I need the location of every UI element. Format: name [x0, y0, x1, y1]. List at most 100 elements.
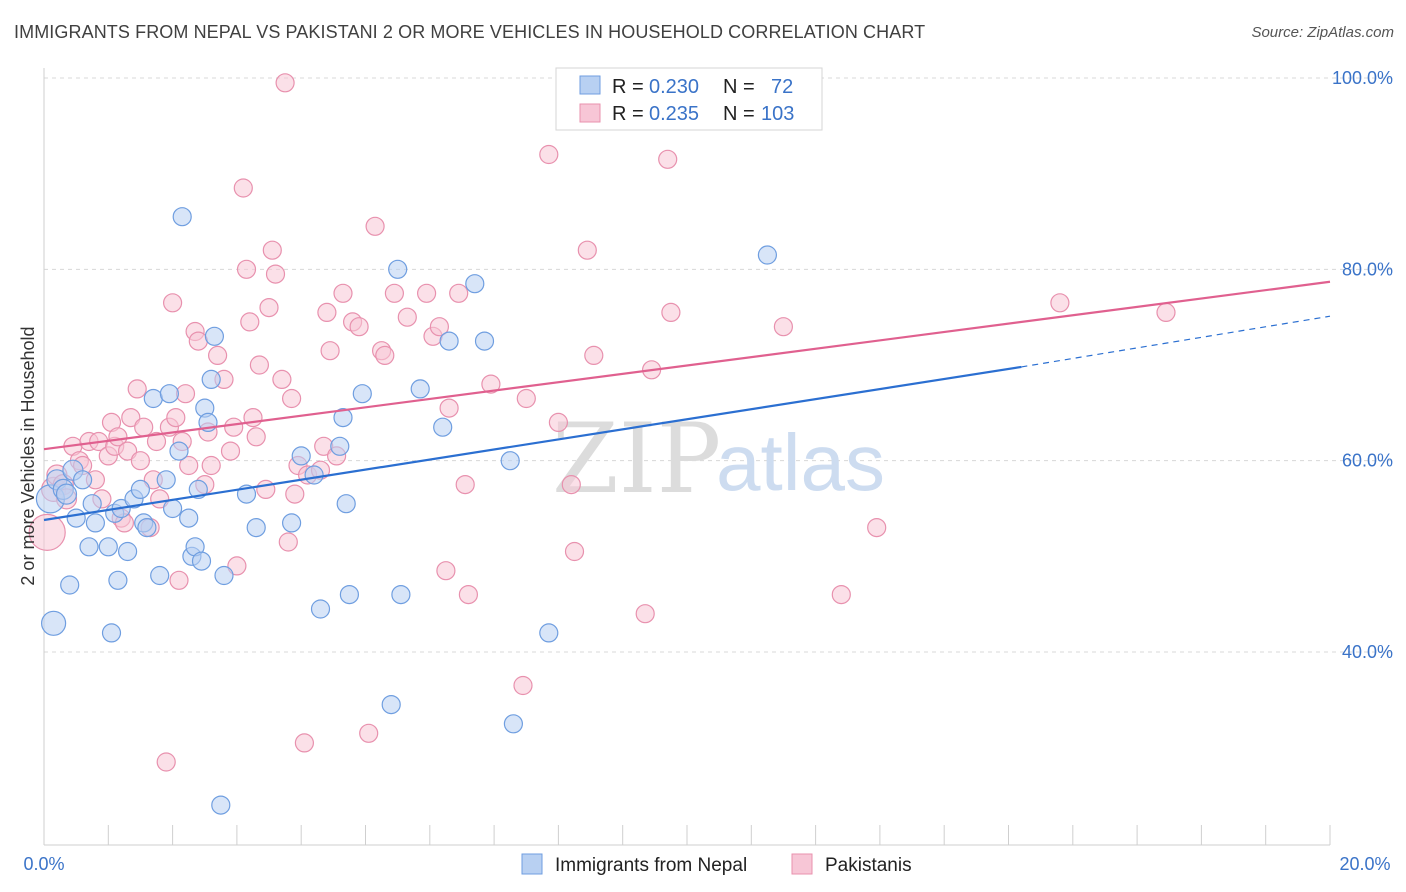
pakistani-point: [166, 408, 186, 428]
pakistani-point: [429, 317, 449, 337]
chart-source: Source: ZipAtlas.com: [1251, 24, 1394, 41]
nepal-point: [117, 541, 138, 562]
stats-n-label-nepal: N =: [723, 76, 755, 98]
nepal-point: [159, 384, 179, 404]
pakistani-point: [156, 752, 176, 772]
nepal-point: [291, 446, 311, 466]
pakistani-point: [436, 561, 456, 581]
pakistani-point: [548, 412, 569, 432]
pakistani-point: [455, 475, 475, 495]
pakistani-point: [1050, 293, 1070, 313]
nepal-point: [381, 694, 401, 715]
pakistani-point: [539, 144, 559, 165]
pakistani-point: [349, 317, 369, 337]
pakistani-point: [577, 240, 597, 260]
pakistani-point: [458, 584, 478, 605]
pakistani-point: [108, 427, 128, 447]
nepal-point: [179, 508, 199, 528]
pakistani-point: [134, 417, 154, 437]
watermark-atlas: atlas: [716, 418, 885, 507]
stats-swatch-pakistani: [579, 103, 601, 123]
stats-r-value-nepal: 0.230: [649, 76, 699, 98]
pakistani-point: [513, 675, 533, 696]
pakistani-point: [1156, 302, 1176, 322]
pakistani-point: [127, 379, 147, 399]
pakistani-point: [375, 345, 395, 365]
pakistani-point: [265, 264, 286, 284]
nepal-point: [310, 599, 331, 619]
nepal-point: [246, 517, 266, 538]
points-layer: [28, 68, 1176, 815]
pakistani-point: [282, 388, 302, 409]
watermark-zip: ZIP: [552, 403, 721, 515]
pakistani-point: [278, 532, 298, 552]
nepal-point: [503, 714, 524, 734]
pakistani-point: [449, 283, 469, 303]
stats-r-label-pakistani: R =: [612, 103, 644, 125]
nepal-point: [336, 494, 356, 514]
pakistani-point: [246, 427, 266, 447]
pakistani-point: [831, 584, 851, 605]
trendline-nepal: [43, 365, 1022, 522]
legend-swatch-pakistani: [791, 853, 813, 875]
pakistani-point: [635, 604, 655, 624]
pakistani-point: [175, 384, 196, 404]
x-tick-label-min: 0.0%: [23, 854, 64, 874]
pakistani-point: [333, 283, 353, 303]
pakistani-point: [227, 556, 247, 576]
y-tick-label-layer: 40.0% 60.0% 80.0% 100.0%: [1332, 68, 1393, 662]
pakistani-point: [439, 398, 459, 418]
stats-n-value-pakistani: 103: [761, 103, 794, 125]
pakistani-point: [201, 455, 221, 476]
pakistani-point: [208, 345, 228, 365]
trendline-pakistani: [43, 280, 1331, 451]
nepal-point: [391, 584, 411, 605]
x-tick-label-max: 20.0%: [1339, 854, 1390, 874]
pakistani-point: [179, 455, 199, 476]
pakistani-point: [146, 431, 167, 452]
legend-swatch-nepal: [521, 853, 543, 875]
pakistani-point: [397, 307, 417, 327]
pakistani-point: [417, 283, 437, 303]
nepal-point: [98, 537, 118, 557]
pakistani-point: [272, 369, 292, 389]
legend-label-pakistani: Pakistanis: [825, 855, 912, 876]
pakistani-point: [220, 441, 241, 461]
nepal-point: [163, 498, 183, 519]
nepal-point: [204, 326, 224, 346]
stats-n-label-pakistani: N =: [723, 103, 755, 125]
pakistani-point: [317, 302, 337, 322]
pakistani-point: [481, 374, 501, 394]
pakistani-point: [516, 388, 536, 409]
nepal-point: [55, 483, 78, 505]
pakistani-point: [233, 178, 253, 198]
nepal-point: [439, 331, 459, 351]
nepal-point: [150, 565, 170, 586]
y-tick-label-80: 80.0%: [1342, 259, 1393, 279]
grid-layer: [44, 77, 1395, 653]
nepal-point: [101, 623, 122, 643]
nepal-point: [156, 470, 176, 490]
stats-n-value-nepal: 72: [771, 76, 793, 98]
nepal-point: [539, 623, 559, 643]
pakistani-point: [224, 417, 244, 437]
nepal-point: [40, 610, 67, 636]
pakistani-point: [249, 355, 269, 375]
nepal-point: [339, 584, 359, 605]
nepal-point: [79, 537, 99, 557]
stats-swatch-nepal: [579, 75, 601, 95]
nepal-point: [500, 451, 520, 471]
pakistani-point: [285, 484, 305, 504]
pakistani-point: [658, 149, 678, 169]
pakistani-point: [262, 240, 282, 260]
pakistani-point: [294, 733, 314, 753]
nepal-point: [433, 417, 453, 437]
nepal-point: [191, 551, 212, 571]
pakistani-point: [773, 317, 794, 337]
x-tick-layer: [107, 825, 1331, 845]
nepal-point: [172, 207, 192, 227]
pakistani-point: [661, 302, 681, 322]
pakistani-point: [121, 408, 141, 428]
pakistani-point: [240, 312, 260, 332]
legend-label-nepal: Immigrants from Nepal: [555, 855, 747, 876]
